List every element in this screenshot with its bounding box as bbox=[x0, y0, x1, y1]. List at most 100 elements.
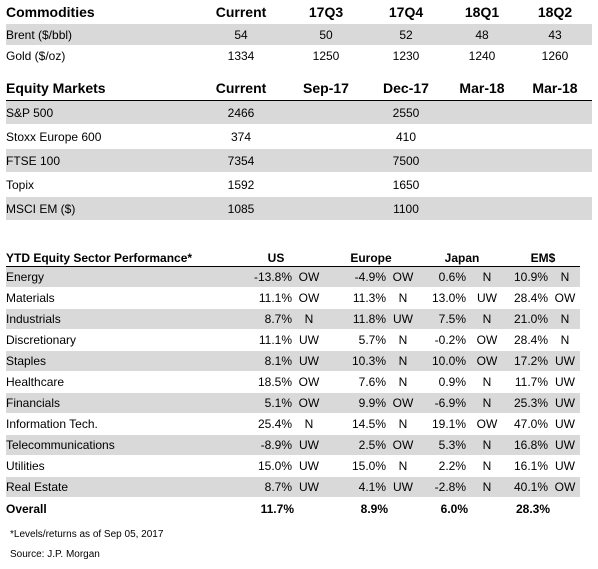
footnote-levels: *Levels/returns as of Sep 05, 2017 bbox=[10, 529, 164, 540]
table-row: Materials 11.1% OW 11.3% N 13.0% UW 28.4% OW bbox=[6, 287, 581, 309]
cell: 48 bbox=[446, 24, 518, 45]
sector-header-row: YTD Equity Sector Performance* US Europe… bbox=[6, 249, 581, 267]
table-row: Industrials 8.7% N 11.8% UW 7.5% N 21.0% N bbox=[6, 308, 581, 330]
table-row: FTSE 100 7354 7500 bbox=[6, 148, 592, 173]
cell: 7500 bbox=[366, 148, 446, 173]
rating-cell: N bbox=[468, 392, 507, 414]
cell: 43 bbox=[518, 24, 592, 45]
return-cell: -8.9% bbox=[228, 434, 294, 456]
row-label: Discretionary bbox=[6, 329, 228, 351]
rating-cell: UW bbox=[388, 476, 419, 498]
cell bbox=[518, 124, 592, 149]
cell: 410 bbox=[366, 124, 446, 149]
row-label: Topix bbox=[6, 172, 196, 197]
cell: 374 bbox=[196, 124, 286, 149]
row-label: Energy bbox=[6, 266, 228, 288]
table-row: Financials 5.1% OW 9.9% OW -6.9% N 25.3% UW bbox=[6, 392, 581, 414]
header-sep-17: Sep-17 bbox=[286, 76, 366, 101]
rating-cell: UW bbox=[550, 434, 581, 456]
rating-cell: UW bbox=[388, 308, 419, 330]
return-cell: 14.5% bbox=[324, 413, 389, 435]
rating-cell: N bbox=[388, 413, 419, 435]
return-cell: 11.1% bbox=[228, 329, 294, 351]
header-current: Current bbox=[215, 4, 267, 20]
table-row: Stoxx Europe 600 374 410 bbox=[6, 124, 592, 149]
return-cell: 16.8% bbox=[506, 434, 551, 456]
cell bbox=[286, 172, 366, 197]
rating-cell: UW bbox=[294, 350, 325, 372]
table-row: Telecommunications -8.9% UW 2.5% OW 5.3% N 16.8… bbox=[6, 434, 581, 456]
cell bbox=[518, 196, 592, 221]
commodities-header-row: Commodities Current 17Q3 17Q4 18Q1 18Q2 bbox=[6, 4, 592, 24]
table-row: Real Estate 8.7% UW 4.1% UW -2.8% N 40.1% OW bbox=[6, 476, 581, 498]
return-cell: 11.1% bbox=[228, 287, 294, 309]
rating-cell: N bbox=[468, 476, 507, 498]
row-label: Telecommunications bbox=[6, 434, 228, 456]
row-label: Gold ($/oz) bbox=[6, 48, 66, 63]
header-us: US bbox=[228, 249, 325, 267]
return-cell: 11.8% bbox=[324, 308, 389, 330]
table-row: Information Tech. 25.4% N 14.5% N 19.1% OW 47.0… bbox=[6, 413, 581, 435]
rating-cell: OW bbox=[550, 476, 581, 498]
cell: 8.9% bbox=[324, 497, 389, 521]
return-cell: 28.4% bbox=[506, 329, 551, 351]
header-europe: Europe bbox=[324, 249, 419, 267]
return-cell: 17.2% bbox=[506, 350, 551, 372]
return-cell: 9.9% bbox=[324, 392, 389, 414]
return-cell: 8.1% bbox=[228, 350, 294, 372]
rating-cell: OW bbox=[388, 266, 419, 288]
rating-cell: N bbox=[388, 350, 419, 372]
row-label: Overall bbox=[6, 497, 228, 521]
cell bbox=[446, 100, 518, 125]
return-cell: 11.3% bbox=[324, 287, 389, 309]
rating-cell: N bbox=[294, 413, 325, 435]
cell bbox=[286, 100, 366, 125]
equity-header-row: Equity Markets Current Sep-17 Dec-17 Mar… bbox=[6, 76, 592, 101]
cell: 52 bbox=[366, 24, 446, 45]
return-cell: 13.0% bbox=[418, 287, 469, 309]
cell: 1240 bbox=[468, 48, 496, 63]
cell bbox=[446, 148, 518, 173]
cell bbox=[286, 124, 366, 149]
rating-cell: UW bbox=[550, 413, 581, 435]
header-mar-18: Mar-18 bbox=[446, 76, 518, 101]
cell: 7354 bbox=[196, 148, 286, 173]
return-cell: -2.8% bbox=[418, 476, 469, 498]
return-cell: 25.4% bbox=[228, 413, 294, 435]
cell: 50 bbox=[286, 24, 366, 45]
rating-cell: OW bbox=[388, 434, 419, 456]
rating-cell: UW bbox=[550, 350, 581, 372]
cell: 1230 bbox=[392, 48, 420, 63]
rating-cell: N bbox=[388, 371, 419, 393]
overall-row: Overall 11.7% 8.9% 6.0% 28.3% bbox=[6, 497, 581, 521]
rating-cell: UW bbox=[550, 371, 581, 393]
table-row: Healthcare 18.5% OW 7.6% N 0.9% N 11.7% UW bbox=[6, 371, 581, 393]
row-label: FTSE 100 bbox=[6, 148, 196, 173]
return-cell: 7.5% bbox=[418, 308, 469, 330]
return-cell: -6.9% bbox=[418, 392, 469, 414]
return-cell: 16.1% bbox=[506, 455, 551, 477]
cell: 2466 bbox=[196, 100, 286, 125]
return-cell: 11.7% bbox=[506, 371, 551, 393]
rating-cell: N bbox=[468, 308, 507, 330]
header-17q3: 17Q3 bbox=[308, 4, 344, 20]
return-cell: -13.8% bbox=[228, 266, 294, 288]
rating-cell: N bbox=[550, 266, 581, 288]
cell: 1334 bbox=[227, 48, 255, 63]
rating-cell: UW bbox=[294, 329, 325, 351]
return-cell: 15.0% bbox=[324, 455, 389, 477]
rating-cell: OW bbox=[294, 371, 325, 393]
cell: 1260 bbox=[541, 48, 569, 63]
row-label: Healthcare bbox=[6, 371, 228, 393]
table-row: Topix 1592 1650 bbox=[6, 172, 592, 197]
rating-cell: N bbox=[294, 308, 325, 330]
row-label: MSCI EM ($) bbox=[6, 196, 196, 221]
row-label: Industrials bbox=[6, 308, 228, 330]
rating-cell: N bbox=[388, 329, 419, 351]
sector-title: YTD Equity Sector Performance* bbox=[6, 249, 228, 267]
cell: 6.0% bbox=[418, 497, 469, 521]
rating-cell: OW bbox=[294, 392, 325, 414]
return-cell: 19.1% bbox=[418, 413, 469, 435]
rating-cell: OW bbox=[388, 392, 419, 414]
return-cell: 28.4% bbox=[506, 287, 551, 309]
